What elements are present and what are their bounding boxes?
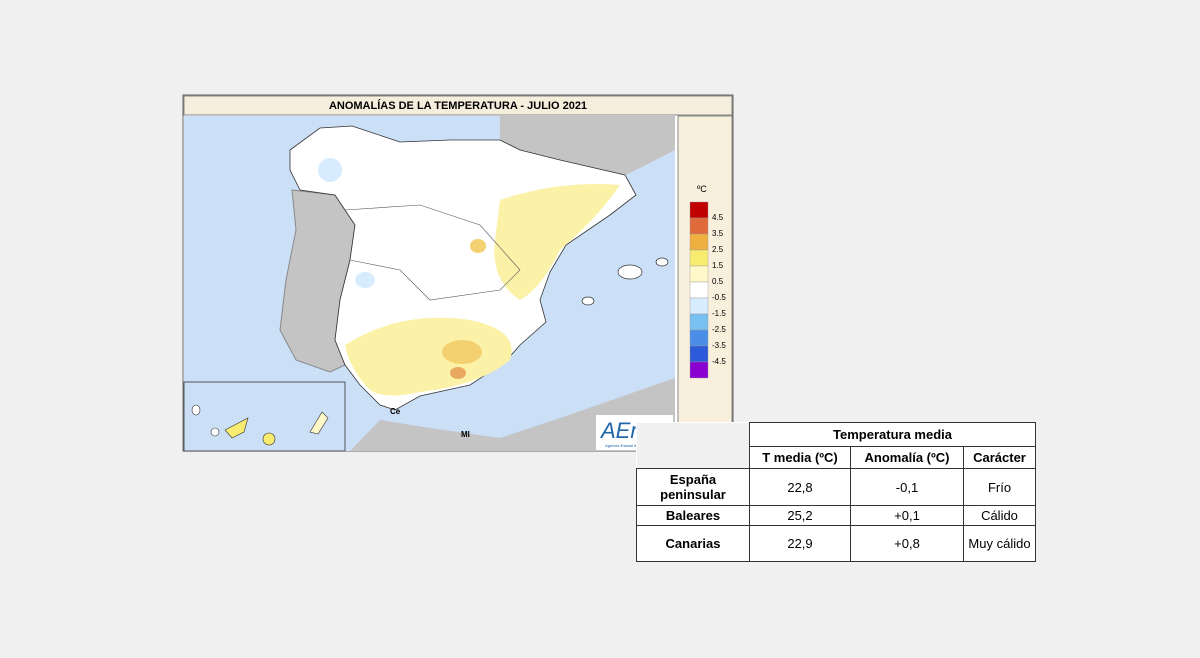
cell: +0,1 [850, 505, 964, 526]
legend-swatch [689, 281, 709, 299]
place-label: Ce [390, 407, 401, 416]
cell: 22,8 [749, 468, 851, 506]
legend-label: 1.5 [712, 261, 724, 270]
anomaly-area [345, 317, 512, 396]
map-figure: ANOMALÍAS DE LA TEMPERATURA - JULIO 2021… [182, 94, 734, 452]
row-header: España peninsular [636, 468, 750, 506]
legend-label: -2.5 [712, 325, 726, 334]
cell: Frío [963, 468, 1036, 506]
anomaly-area [470, 239, 486, 253]
legend-swatch [689, 329, 709, 347]
row-header: Canarias [636, 525, 750, 562]
legend-swatch [689, 297, 709, 315]
legend-swatch [689, 313, 709, 331]
column-header: Anomalía (ºC) [850, 446, 964, 469]
cell: Muy cálido [963, 525, 1036, 562]
title-bar [183, 95, 733, 116]
legend-label: -1.5 [712, 309, 726, 318]
legend-swatch [689, 201, 709, 219]
cell: -0,1 [850, 468, 964, 506]
legend-swatch [689, 265, 709, 283]
logo-caption: Agencia Estatal de Meteorología [605, 443, 664, 448]
legend: 4.5 3.5 2.5 1.5 0.5 -0.5 -1.5 -2.5 -3.5 -4.5 [689, 201, 726, 379]
island [210, 427, 220, 437]
island [262, 432, 276, 446]
empty-cell [636, 446, 750, 469]
region-border [344, 204, 521, 301]
anomaly-area [442, 340, 482, 364]
cell: 25,2 [749, 505, 851, 526]
cell: Cálido [963, 505, 1036, 526]
legend-label: -4.5 [712, 357, 726, 366]
legend-label: 3.5 [712, 229, 724, 238]
column-header: Carácter [963, 446, 1036, 469]
legend-swatch [689, 233, 709, 251]
row-header: Baleares [636, 505, 750, 526]
legend-swatch [689, 217, 709, 235]
menorca [655, 257, 669, 267]
legend-label: 0.5 [712, 277, 724, 286]
map-title: ANOMALÍAS DE LA TEMPERATURA - JULIO 2021 [329, 99, 587, 112]
cell: 22,9 [749, 525, 851, 562]
island [309, 411, 329, 435]
place-label: Ml [461, 430, 470, 439]
legend-swatch [689, 361, 709, 379]
island [191, 404, 201, 416]
africa [350, 378, 675, 451]
legend-label: 2.5 [712, 245, 724, 254]
ibiza [581, 296, 595, 306]
summary-table: Temperatura media T media (ºC) Anomalía … [636, 422, 1036, 562]
anomaly-area [318, 158, 342, 182]
legend-unit: ºC [697, 184, 707, 194]
empty-cell [636, 422, 750, 447]
legend-label: -0.5 [712, 293, 726, 302]
table-title: Temperatura media [749, 422, 1036, 447]
anomaly-area [450, 367, 466, 379]
legend-label: 4.5 [712, 213, 724, 222]
cell: +0,8 [850, 525, 964, 562]
column-header: T media (ºC) [749, 446, 851, 469]
legend-label: -3.5 [712, 341, 726, 350]
anomaly-area [355, 272, 375, 288]
mallorca [617, 264, 643, 280]
legend-swatch [689, 249, 709, 267]
france [500, 116, 675, 175]
island [224, 417, 249, 439]
anomaly-area [494, 184, 620, 300]
legend-swatch [689, 345, 709, 363]
